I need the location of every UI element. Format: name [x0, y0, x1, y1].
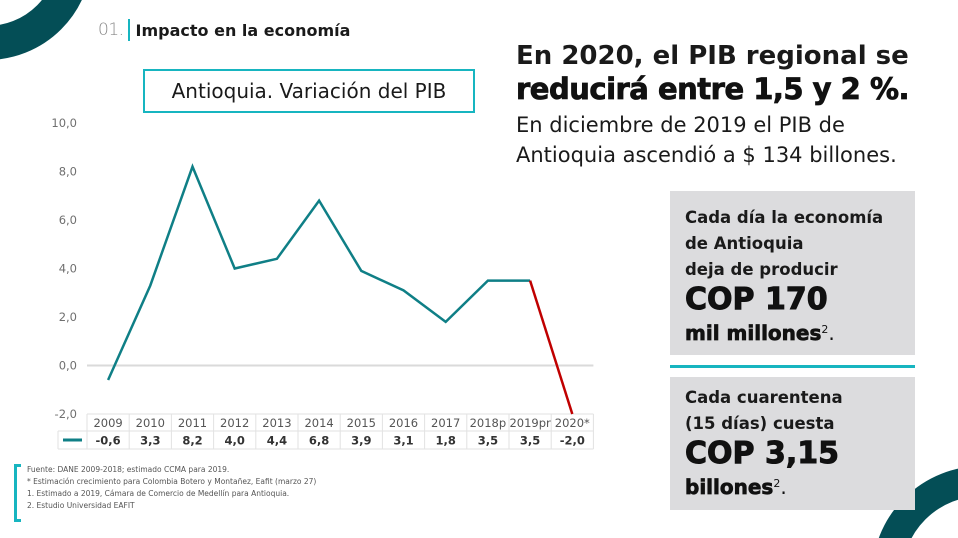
card-unit: mil millones2.	[685, 317, 915, 346]
section-number: 01.	[98, 20, 124, 40]
section-header: 01. Impacto en la economía	[98, 19, 350, 41]
card-text-line: Cada día la economía	[685, 208, 884, 227]
note-2: 2. Estudio Universidad EAFIT	[27, 501, 135, 510]
quarantine-cost-card: Cada cuarentena (15 días) cuesta COP 3,1…	[670, 377, 915, 510]
headline: En 2020, el PIB regional se reducirá ent…	[516, 40, 956, 170]
data-value-label: 3,9	[351, 434, 371, 448]
section-divider	[127, 19, 130, 41]
chart-title: Antioquia. Variación del PIB	[171, 79, 447, 103]
data-value-label: -0,6	[96, 434, 121, 448]
x-category-label: 2016	[389, 416, 418, 430]
data-value-label: 3,5	[478, 434, 498, 448]
headline-line-1: En 2020, el PIB regional se	[516, 41, 909, 71]
period: .	[828, 321, 835, 345]
x-category-label: 2012	[220, 416, 249, 430]
x-category-label: 2019pr	[509, 416, 551, 430]
y-tick-label: 8,0	[59, 165, 77, 179]
section-title: Impacto en la economía	[135, 20, 351, 40]
data-value-label: 4,0	[225, 434, 245, 448]
y-tick-label: -2,0	[55, 407, 77, 421]
x-category-label: 2018p	[470, 416, 507, 430]
x-category-label: 2010	[136, 416, 165, 430]
x-category-label: 2015	[347, 416, 376, 430]
data-value-label: 3,1	[393, 434, 413, 448]
x-category-label: 2017	[431, 416, 460, 430]
x-category-label: 2009	[93, 416, 122, 430]
y-tick-label: 10,0	[51, 116, 77, 130]
card-text-line: deja de producir	[685, 260, 838, 279]
card-text-line: de Antioquia	[685, 234, 804, 253]
series-line-projection	[528, 280, 574, 415]
series-line-historical	[106, 163, 531, 381]
daily-loss-card: Cada día la economía de Antioquia deja d…	[670, 191, 915, 355]
card-text-line: (15 días) cuesta	[685, 414, 835, 433]
headline-sub-1: En diciembre de 2019 el PIB de	[516, 113, 845, 137]
y-tick-label: 2,0	[59, 310, 77, 324]
card-amount: COP 170	[685, 282, 829, 317]
footnote-ref: 2	[821, 323, 829, 336]
data-value-label: 3,5	[520, 434, 540, 448]
footnote-ref: 2	[773, 477, 781, 490]
chart-title-box: Antioquia. Variación del PIB	[143, 69, 475, 113]
card-divider	[670, 365, 915, 368]
x-category-label: 2014	[304, 416, 333, 430]
period: .	[780, 475, 787, 499]
headline-line-2: reducirá entre 1,5 y 2 %.	[516, 72, 910, 107]
pib-line-chart: 10,0 8,0 6,0 4,0 2,0 0,0 -2,0 2009 -0,6 2010 3,3 2…	[51, 116, 594, 450]
card-text-line: Cada cuarentena	[685, 388, 843, 407]
headline-sub-2: Antioquia ascendió a $ 134 billones.	[516, 143, 897, 167]
data-value-label: 4,4	[267, 434, 287, 448]
note-estimate: * Estimación crecimiento para Colombia B…	[27, 477, 317, 486]
card-unit-text: mil millones	[685, 321, 822, 346]
y-tick-label: 0,0	[59, 359, 77, 373]
data-value-label: 3,3	[140, 434, 160, 448]
x-category-label: 2020*	[555, 416, 590, 430]
data-value-label: -2,0	[560, 434, 585, 448]
card-unit-text: billones	[685, 475, 774, 500]
card-unit: billones2.	[685, 471, 915, 500]
note-1: 1. Estimado a 2019, Cámara de Comercio d…	[27, 489, 290, 498]
data-value-label: 1,8	[436, 434, 456, 448]
y-tick-label: 6,0	[59, 213, 77, 227]
note-source: Fuente: DANE 2009-2018; estimado CCMA pa…	[27, 465, 230, 474]
x-category-label: 2013	[262, 416, 291, 430]
y-tick-label: 4,0	[59, 262, 77, 276]
data-value-label: 8,2	[182, 434, 202, 448]
card-amount: COP 3,15	[685, 436, 840, 471]
data-value-label: 6,8	[309, 434, 329, 448]
source-notes: Fuente: DANE 2009-2018; estimado CCMA pa…	[13, 464, 317, 522]
x-category-label: 2011	[178, 416, 207, 430]
